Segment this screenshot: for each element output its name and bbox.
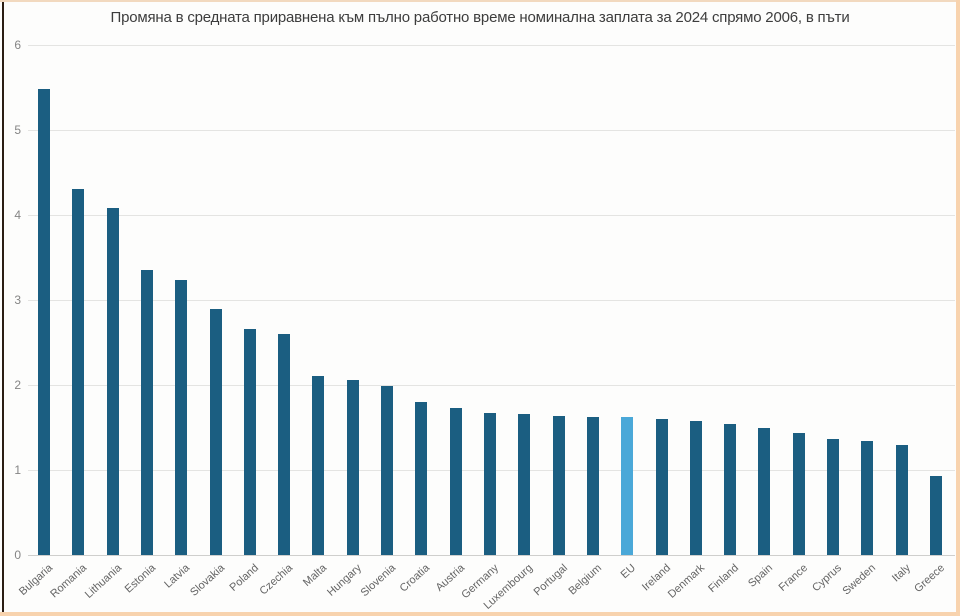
bar-finland[interactable]	[724, 424, 737, 555]
bar-austria[interactable]	[449, 407, 462, 555]
gridline	[28, 214, 955, 216]
gridline	[28, 129, 955, 131]
x-label-greece: Greece	[912, 562, 948, 596]
window-border-bottom	[0, 612, 960, 616]
bar-luxembourg[interactable]	[518, 413, 531, 555]
bar-sweden[interactable]	[861, 441, 874, 555]
bar-latvia[interactable]	[175, 279, 188, 555]
y-axis-tick-label: 1	[14, 463, 21, 477]
bar-romania[interactable]	[72, 188, 85, 555]
bar-italy[interactable]	[895, 445, 908, 555]
bar-slovenia[interactable]	[381, 385, 394, 555]
x-axis-line	[28, 554, 955, 556]
x-label-slovakia: Slovakia	[187, 562, 227, 599]
x-label-portugal: Portugal	[531, 562, 570, 599]
bar-germany[interactable]	[484, 413, 496, 555]
x-label-italy: Italy	[889, 562, 913, 585]
bar-lithuania[interactable]	[106, 208, 119, 555]
x-label-lithuania: Lithuania	[82, 562, 124, 601]
x-label-belgium: Belgium	[566, 562, 604, 598]
x-label-estonia: Estonia	[122, 562, 158, 596]
bar-malta[interactable]	[312, 375, 325, 555]
gridline	[28, 384, 955, 386]
y-axis-tick-label: 6	[14, 38, 21, 52]
window-border-right	[956, 0, 960, 616]
window-border-top	[0, 0, 960, 2]
x-label-croatia: Croatia	[398, 562, 433, 595]
bar-eu[interactable]	[621, 417, 634, 555]
y-axis-tick-label: 3	[14, 293, 21, 307]
bar-estonia[interactable]	[140, 270, 153, 555]
x-label-slovenia: Slovenia	[358, 562, 399, 600]
bar-slovakia[interactable]	[209, 309, 222, 555]
x-label-france: France	[776, 562, 810, 594]
y-axis-tick-label: 5	[14, 123, 21, 137]
bar-czechia[interactable]	[278, 334, 291, 555]
x-label-denmark: Denmark	[665, 562, 707, 601]
x-label-czechia: Czechia	[257, 562, 296, 598]
gridline	[28, 44, 955, 46]
bar-greece[interactable]	[930, 475, 942, 555]
bar-spain[interactable]	[758, 427, 771, 555]
x-label-spain: Spain	[746, 562, 776, 590]
bar-cyprus[interactable]	[827, 438, 840, 555]
bar-bulgaria[interactable]	[38, 89, 50, 555]
bar-portugal[interactable]	[552, 416, 565, 555]
y-axis-tick-label: 2	[14, 378, 21, 392]
x-label-hungary: Hungary	[324, 562, 364, 599]
bar-poland[interactable]	[243, 328, 256, 555]
bar-ireland[interactable]	[655, 419, 668, 555]
x-label-finland: Finland	[706, 562, 742, 596]
bar-france[interactable]	[792, 432, 805, 555]
bar-hungary[interactable]	[346, 379, 359, 555]
x-label-latvia: Latvia	[162, 562, 193, 591]
bar-croatia[interactable]	[415, 402, 428, 555]
x-label-malta: Malta	[301, 562, 330, 589]
bar-belgium[interactable]	[586, 417, 599, 555]
x-label-poland: Poland	[227, 562, 261, 594]
y-axis-tick-label: 0	[14, 548, 21, 562]
x-label-sweden: Sweden	[840, 562, 879, 598]
y-axis-tick-label: 4	[14, 208, 21, 222]
x-label-cyprus: Cyprus	[810, 562, 845, 595]
x-label-romania: Romania	[48, 562, 90, 601]
bar-denmark[interactable]	[689, 420, 702, 555]
x-label-eu: EU	[618, 562, 639, 582]
window-border-left	[2, 0, 4, 616]
gridline	[28, 299, 955, 301]
chart-title: Промяна в средната приравнена към пълно …	[110, 9, 850, 26]
